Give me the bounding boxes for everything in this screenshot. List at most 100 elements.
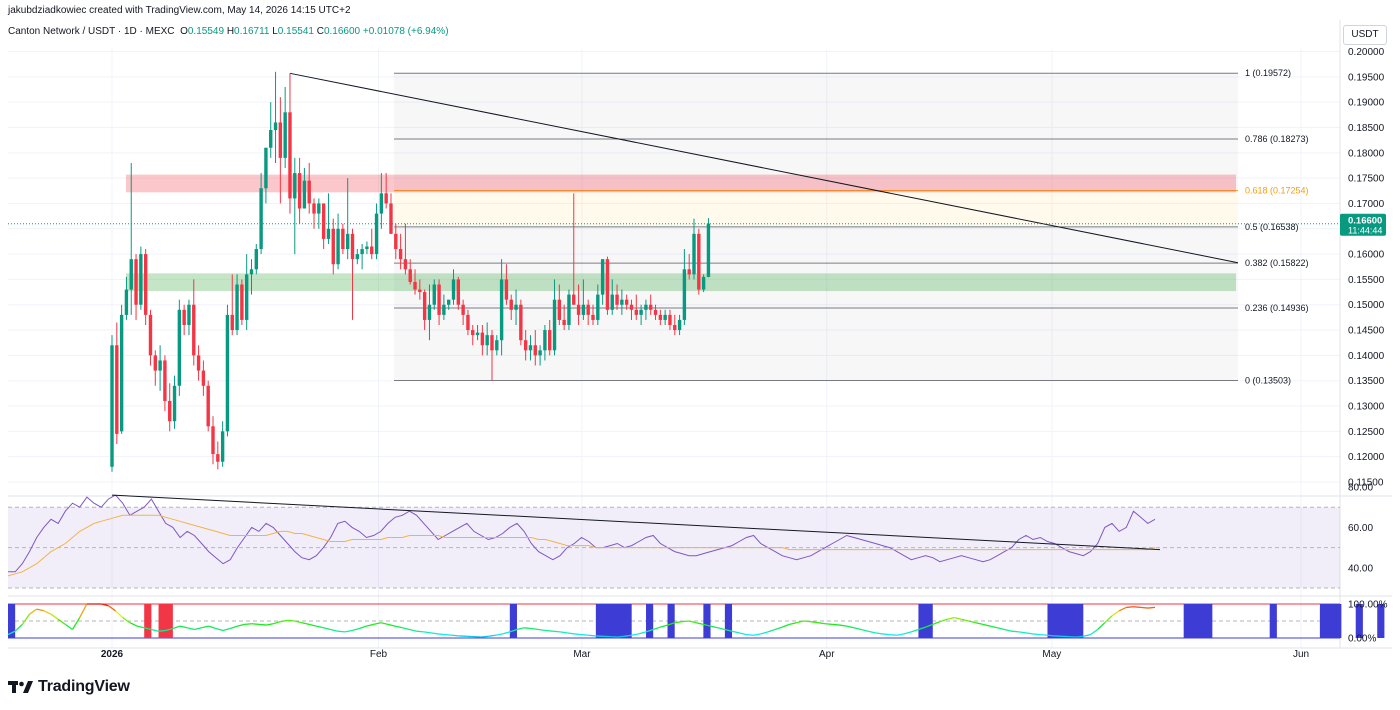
candle-body [182,309,186,325]
stoch-line-segment [796,620,804,624]
candle-body [533,345,537,356]
stoch-line-segment [201,625,209,629]
tradingview-logo[interactable]: TradingView [8,678,130,696]
stoch-line-segment [889,633,897,636]
stoch-signal-block [595,604,632,638]
symbol-legend[interactable]: Canton Network / USDT · 1D · MEXC O0.155… [8,26,449,37]
stoch-line-segment [975,622,984,626]
candle-body [119,314,124,432]
candle-body [620,299,624,305]
stoch-line-segment [760,631,769,635]
stoch-signal-block [1047,604,1084,638]
stoch-line-segment [968,620,976,624]
candle-body [634,309,638,315]
descending-trendline [289,72,1239,264]
stoch-line-segment [21,613,31,625]
candle-body [341,228,345,250]
rsi-rsi-line [8,494,1156,573]
candle-body [206,385,210,427]
stoch-signal-block [1183,604,1213,638]
stoch-signal-block [646,604,654,638]
stoch-line-segment [387,623,396,627]
stoch-line-segment [208,625,217,630]
stoch-line-segment [230,625,238,630]
stoch-line-segment [545,629,553,632]
stoch-line-segment [136,625,145,629]
stoch-line-segment [574,633,582,636]
candle-body [230,314,234,331]
candle-body [403,259,408,270]
stoch-line-segment [954,616,962,620]
candle-body [360,249,364,255]
stoch-line-segment [29,608,38,615]
stoch-signal-block [1377,604,1385,638]
price-tick-label: 0.13500 [1348,376,1385,387]
candle-body [639,309,643,315]
stoch-line-segment [1097,622,1106,630]
stoch-line-segment [997,627,1005,631]
stoch-line-segment [674,621,682,624]
stoch-line-segment [495,633,503,636]
stoch-line-segment [158,629,166,632]
price-tick-label: 0.14500 [1348,326,1385,337]
stoch-line-segment [265,623,274,626]
stoch-line-segment [215,627,224,632]
rsi-trendline [111,494,1161,551]
candle-body [701,276,706,290]
candle-body [461,304,465,315]
price-tick-label: 0.12000 [1348,452,1385,463]
stoch-signal-block [1269,604,1277,638]
fib-level-label: 0 (0.13503) [1245,376,1291,386]
stoch-line-segment [781,623,790,628]
price-tick-label: 0.18500 [1348,123,1385,134]
support-zone [126,273,1236,292]
stoch-line-segment [911,628,919,633]
candle-body [499,279,504,341]
stoch-line-segment [1133,606,1141,609]
candle-body [552,299,557,351]
stoch-line-segment [817,622,826,625]
candle-body [629,304,634,310]
stoch-line-segment [961,618,969,622]
stoch-line-segment [380,622,389,626]
currency-button[interactable]: USDT [1343,25,1387,45]
fib-level-label: 0.618 (0.17254) [1245,186,1309,196]
candle-body [259,188,263,250]
candle-body [466,314,470,331]
candle-body [187,304,191,325]
fib-band [394,73,1238,139]
candle-body [312,203,316,214]
price-tick-label: 0.14000 [1348,351,1385,362]
candle-body [307,180,311,204]
candle-body [196,355,201,371]
stoch-line-segment [394,625,403,629]
candle-body [153,355,157,371]
candle-body [509,299,513,310]
stoch-line-segment [767,628,776,633]
time-axis[interactable]: 2026 Feb Mar Apr May Jun [101,649,1309,660]
candle-body [586,304,590,315]
candle-body [495,340,499,351]
stoch-line-segment [14,623,23,632]
fib-level-label: 0.786 (0.18273) [1245,134,1309,144]
candles [110,71,711,472]
stoch-line-segment [652,626,661,631]
stoch-line-segment [1111,610,1120,617]
stoch-line-segment [1018,631,1027,634]
stoch-signal-block [1319,604,1342,638]
stoch-line-segment [409,628,417,632]
candle-body [514,304,518,310]
stoch-line-segment [774,626,783,631]
candle-body [562,319,566,325]
stoch-tick-label: 100.00% [1348,600,1388,611]
stoch-line-segment [516,627,525,631]
price-axis[interactable]: 0.20000 0.19500 0.19000 0.18500 0.18000 0.175… [1340,47,1388,645]
candle-body [192,304,196,356]
stoch-line-segment [710,625,718,629]
candle-body [658,314,663,320]
stoch-line-segment [531,627,539,631]
rsi-ma-line [7,514,1156,577]
candle-body [682,269,687,320]
candle-body [663,314,667,320]
